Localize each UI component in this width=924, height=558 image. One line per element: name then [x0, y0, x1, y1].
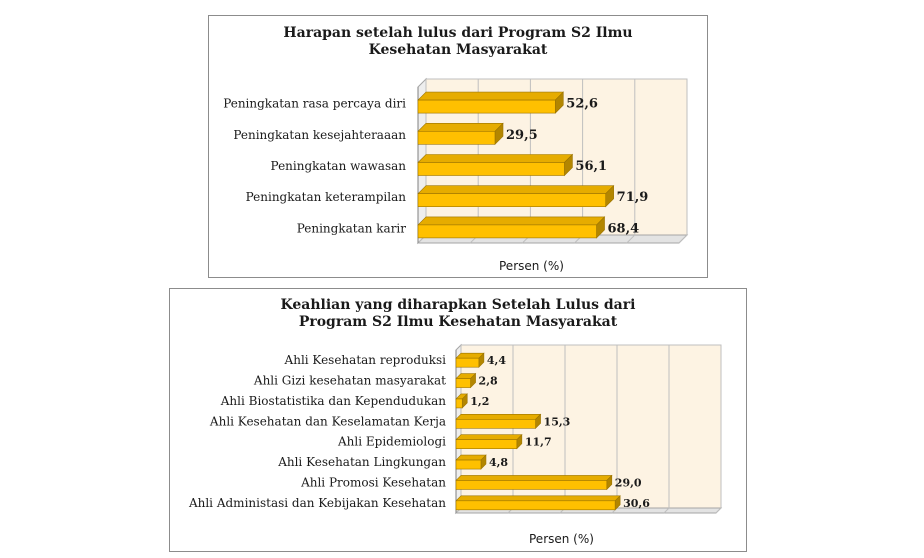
- bar: [417, 122, 504, 146]
- chart-plot: Peningkatan rasa percaya diri 52,6 Peningk…: [223, 77, 689, 245]
- bar: [417, 216, 606, 239]
- bar-top-face: [417, 91, 565, 101]
- chart-title: Keahlian yang diharapkan Setelah Lulus d…: [170, 297, 746, 331]
- bar: [455, 474, 613, 491]
- bar: [455, 393, 468, 409]
- data-label: 30,6: [623, 497, 650, 510]
- category-label: Ahli Kesehatan Lingkungan: [277, 455, 446, 469]
- data-label: 52,6: [566, 97, 598, 112]
- bar-front-face: [455, 378, 471, 388]
- bar: [455, 454, 487, 470]
- bar-top-face: [417, 123, 504, 132]
- category-label: Ahli Administasi dan Kebijakan Kesehatan: [188, 496, 446, 510]
- bar: [455, 352, 485, 368]
- data-label: 4,8: [489, 456, 508, 469]
- bar: [417, 153, 574, 177]
- bar-front-face: [417, 131, 496, 145]
- bar-front-face: [455, 357, 480, 368]
- category-label: Peningkatan rasa percaya diri: [223, 97, 406, 111]
- gridline-floor: [715, 507, 722, 514]
- data-label: 71,9: [617, 190, 649, 205]
- bar-front-face: [455, 439, 518, 449]
- category-label: Peningkatan karir: [297, 221, 407, 235]
- data-label: 2,8: [479, 375, 498, 388]
- category-label: Ahli Epidemiologi: [337, 435, 446, 449]
- bar-front-face: [417, 224, 597, 239]
- data-label: 56,1: [575, 159, 607, 174]
- chart-title-line-2: Program S2 Ilmu Kesehatan Masyarakat: [298, 314, 618, 330]
- bar: [417, 184, 615, 208]
- bar-front-face: [417, 193, 606, 207]
- category-label: Peningkatan keterampilan: [246, 190, 407, 204]
- category-label: Peningkatan kesejahteraaan: [233, 128, 406, 142]
- data-label: 4,4: [487, 354, 506, 367]
- gridline-floor: [626, 234, 636, 244]
- bar: [455, 372, 477, 389]
- gridline-floor: [663, 507, 670, 514]
- bar-front-face: [455, 480, 608, 490]
- bar: [455, 433, 523, 450]
- bar-front-face: [417, 162, 565, 176]
- bar: [455, 495, 621, 511]
- category-label: Ahli Gizi kesehatan masyarakat: [253, 374, 446, 388]
- data-label: 29,0: [615, 476, 642, 489]
- chart-keahlian: Keahlian yang diharapkan Setelah Lulus d…: [169, 288, 747, 552]
- gridline-floor: [678, 234, 688, 244]
- data-label: 68,4: [608, 221, 640, 236]
- bar-top-face: [455, 434, 523, 440]
- bar-front-face: [455, 398, 463, 409]
- bar: [417, 91, 565, 114]
- bar-top-face: [417, 154, 574, 163]
- x-axis-label: Persen (%): [499, 259, 564, 273]
- category-label: Ahli Promosi Kesehatan: [300, 475, 446, 489]
- category-label: Ahli Kesehatan dan Keselamatan Kerja: [209, 414, 446, 428]
- chart-harapan: Harapan setelah lulus dari Program S2 Il…: [208, 15, 708, 278]
- bar-top-face: [455, 495, 621, 502]
- data-label: 15,3: [544, 415, 571, 428]
- bar-front-face: [455, 500, 616, 511]
- bar-top-face: [455, 414, 542, 420]
- bar-front-face: [417, 99, 556, 114]
- data-label: 1,2: [470, 395, 489, 408]
- chart-title-line-1: Harapan setelah lulus dari Program S2 Il…: [283, 25, 633, 41]
- bar-top-face: [417, 216, 606, 226]
- bar-top-face: [417, 185, 615, 194]
- chart-title: Harapan setelah lulus dari Program S2 Il…: [209, 25, 707, 59]
- category-label: Peningkatan wawasan: [271, 159, 407, 173]
- bar: [455, 413, 542, 430]
- data-label: 29,5: [506, 128, 538, 143]
- data-label: 11,7: [525, 436, 552, 449]
- bar-top-face: [455, 475, 613, 481]
- category-label: Ahli Biostatistika dan Kependudukan: [220, 394, 447, 408]
- bar-front-face: [455, 419, 536, 429]
- category-label: Ahli Kesehatan reproduksi: [284, 353, 447, 367]
- bar-front-face: [455, 459, 482, 470]
- x-axis-label: Persen (%): [529, 532, 594, 546]
- chart-plot: Ahli Kesehatan reproduksi 4,4 Ahli Gizi ke…: [188, 343, 723, 515]
- chart-title-line-1: Keahlian yang diharapkan Setelah Lulus d…: [280, 297, 636, 313]
- chart-title-line-2: Kesehatan Masyarakat: [368, 42, 548, 58]
